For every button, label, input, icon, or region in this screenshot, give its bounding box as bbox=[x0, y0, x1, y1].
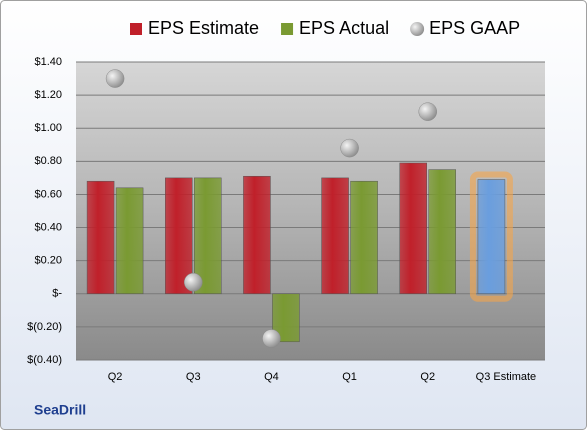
bar bbox=[194, 177, 222, 295]
gaap-marker bbox=[184, 272, 203, 292]
x-tick-label: Q3 Estimate bbox=[476, 371, 537, 383]
y-tick-label: $1.00 bbox=[34, 122, 62, 134]
y-tick-label: $0.80 bbox=[34, 155, 62, 167]
x-tick-label: Q1 bbox=[342, 371, 357, 383]
bar bbox=[399, 162, 427, 295]
x-tick-label: Q2 bbox=[108, 371, 123, 383]
gaap-marker bbox=[262, 329, 281, 348]
highlight-glow bbox=[469, 171, 513, 302]
y-tick-label: $- bbox=[52, 288, 62, 300]
bar bbox=[428, 169, 456, 295]
plot-area bbox=[76, 62, 545, 360]
x-tick-label: Q4 bbox=[264, 371, 279, 383]
legend-label: EPS Actual bbox=[299, 18, 389, 38]
footer: SeaDrill bbox=[34, 402, 86, 418]
bar bbox=[321, 177, 349, 295]
gaap-marker bbox=[105, 69, 125, 88]
y-tick-label: $(0.40) bbox=[27, 354, 62, 366]
legend-marker bbox=[130, 23, 142, 35]
legend-label: EPS GAAP bbox=[429, 18, 520, 38]
legend-marker bbox=[281, 23, 294, 35]
y-tick-label: $0.60 bbox=[34, 188, 62, 200]
y-tick-label: $0.20 bbox=[34, 255, 62, 267]
x-tick-label: Q3 bbox=[186, 371, 201, 383]
legend-label: EPS Estimate bbox=[148, 18, 259, 38]
y-tick-label: $0.40 bbox=[34, 221, 62, 233]
y-tick-label: $1.20 bbox=[34, 89, 62, 101]
gaap-marker bbox=[340, 138, 359, 158]
gaap-marker bbox=[418, 102, 437, 121]
y-tick-label: $1.40 bbox=[34, 56, 62, 68]
bar bbox=[86, 180, 115, 295]
bar bbox=[350, 180, 378, 295]
bar bbox=[477, 179, 506, 295]
y-tick-label: $(0.20) bbox=[27, 321, 62, 333]
bar bbox=[165, 177, 193, 295]
x-tick-label: Q2 bbox=[420, 371, 435, 383]
bar bbox=[243, 175, 271, 295]
legend-marker bbox=[410, 22, 425, 36]
bar bbox=[115, 187, 144, 295]
